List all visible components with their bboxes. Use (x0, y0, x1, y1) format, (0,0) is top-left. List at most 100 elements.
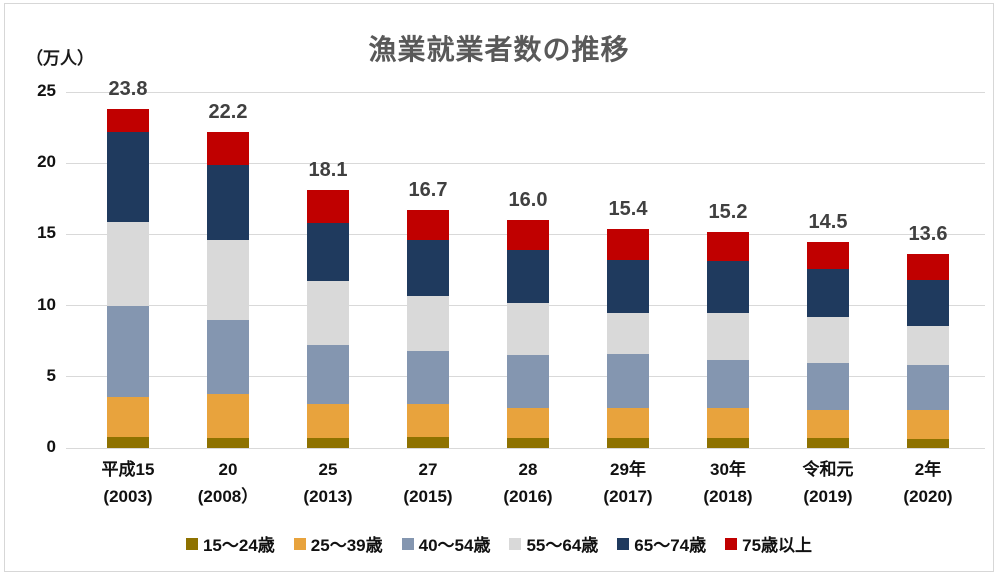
x-axis-label-year: (2018) (703, 487, 753, 506)
x-axis-tick: 平成15 (2003) (78, 456, 178, 510)
bar-segment-40〜54歳-29年 (607, 354, 649, 409)
y-axis-tick-label: 15 (37, 223, 56, 243)
x-axis-label-year: (2013) (303, 487, 353, 506)
bar-segment-40〜54歳-30年 (707, 359, 749, 409)
bar-total-label: 15.4 (608, 197, 648, 220)
bar-segment-55〜64歳-30年 (707, 312, 749, 360)
x-axis-tick: 25 (2013) (278, 456, 378, 510)
legend-swatch-icon (617, 537, 630, 550)
bar-segment-65〜74歳-20 (207, 164, 249, 241)
bar-total-label: 22.2 (208, 100, 248, 123)
bar-segment-40〜54歳-25 (307, 345, 349, 404)
x-axis-tick: 令和元 (2019) (778, 456, 878, 510)
bar-segment-15〜24歳-2年 (907, 439, 949, 448)
x-axis-tick: 2年 (2020) (878, 456, 978, 510)
bar-segment-15〜24歳-30年 (707, 438, 749, 448)
x-axis-label-year: (2003) (103, 487, 153, 506)
bar-segment-55〜64歳-28 (507, 302, 549, 356)
bar-segment-75歳以上-29年 (607, 228, 649, 261)
bar-segment-75歳以上-平成15 (107, 109, 149, 132)
bar-segment-65〜74歳-27 (407, 240, 449, 296)
gridline-y-0 (66, 447, 985, 449)
bar-segment-65〜74歳-29年 (607, 260, 649, 313)
x-axis-label-era: 2年 (914, 460, 942, 479)
chart-title: 漁業就業者数の推移 (368, 34, 630, 65)
bar-segment-75歳以上-2年 (907, 254, 949, 280)
legend-label: 40〜54歳 (418, 536, 491, 555)
legend-label: 75歳以上 (742, 536, 813, 555)
bar-segment-15〜24歳-25 (307, 438, 349, 448)
bar-total-label: 23.8 (108, 78, 148, 101)
y-axis-tick-label: 10 (37, 294, 56, 314)
bar-segment-65〜74歳-25 (307, 223, 349, 282)
bar-segment-25〜39歳-30年 (707, 408, 749, 439)
x-axis-label-era: 28 (518, 460, 538, 479)
bar-segment-40〜54歳-令和元 (807, 362, 849, 410)
legend-swatch-icon (509, 537, 522, 550)
bar-segment-55〜64歳-2年 (907, 325, 949, 366)
bar-segment-15〜24歳-平成15 (107, 436, 149, 448)
bar-segment-55〜64歳-25 (307, 281, 349, 346)
bar-segment-25〜39歳-27 (407, 403, 449, 437)
x-axis-label-era: 平成15 (101, 460, 155, 479)
bar-segment-75歳以上-27 (407, 210, 449, 241)
bar-segment-25〜39歳-平成15 (107, 396, 149, 437)
bar-segment-15〜24歳-令和元 (807, 438, 849, 448)
bar-segment-40〜54歳-平成15 (107, 305, 149, 397)
legend-label: 65〜74歳 (634, 536, 707, 555)
x-axis-label-era: 27 (418, 460, 438, 479)
legend-label: 55〜64歳 (526, 536, 599, 555)
x-axis-label-year: (2017) (603, 487, 653, 506)
gridline-y-25 (66, 91, 985, 93)
legend-item-55〜64歳: 55〜64歳 (509, 531, 598, 556)
bar-segment-40〜54歳-28 (507, 355, 549, 409)
y-axis-tick-label: 20 (37, 152, 56, 172)
bar-segment-15〜24歳-28 (507, 438, 549, 448)
x-axis-tick: 28 (2016) (478, 456, 578, 510)
x-axis-label-era: 25 (318, 460, 338, 479)
x-axis-tick: 20 (2008） (178, 456, 278, 510)
x-axis-label-year: (2015) (403, 487, 453, 506)
x-axis-tick: 30年 (2018) (678, 456, 778, 510)
bar-segment-75歳以上-28 (507, 220, 549, 251)
legend: 15〜24歳 25〜39歳 40〜54歳 55〜64歳 65〜74歳 75歳以上 (0, 531, 998, 556)
y-axis-unit-label: （万人） (26, 49, 94, 68)
y-axis-tick-label: 25 (37, 81, 56, 100)
legend-swatch-icon (293, 537, 306, 550)
bar-segment-40〜54歳-2年 (907, 365, 949, 410)
x-axis-tick: 29年 (2017) (578, 456, 678, 510)
gridline-y-20 (66, 162, 985, 164)
bar-segment-40〜54歳-27 (407, 351, 449, 404)
x-axis-label-year: (2008） (197, 487, 259, 506)
y-axis-tick-label: 0 (46, 437, 56, 456)
x-axis-tick: 27 (2015) (378, 456, 478, 510)
bar-total-label: 16.7 (408, 179, 448, 202)
x-axis-label-year: (2016) (503, 487, 553, 506)
bar-segment-55〜64歳-令和元 (807, 316, 849, 363)
legend-item-15〜24歳: 15〜24歳 (185, 531, 275, 556)
x-axis-label-era: 令和元 (802, 460, 854, 479)
legend-swatch-icon (185, 537, 198, 550)
bar-segment-25〜39歳-25 (307, 403, 349, 439)
bar-segment-65〜74歳-30年 (707, 261, 749, 313)
bar-segment-25〜39歳-令和元 (807, 409, 849, 439)
bar-segment-65〜74歳-令和元 (807, 268, 849, 317)
bar-segment-55〜64歳-20 (207, 240, 249, 320)
bar-segment-25〜39歳-29年 (607, 408, 649, 439)
x-axis-label-year: (2019) (803, 487, 853, 506)
bar-segment-15〜24歳-27 (407, 436, 449, 448)
bar-total-label: 15.2 (708, 200, 748, 223)
bar-segment-75歳以上-令和元 (807, 241, 849, 269)
legend-label: 25〜39歳 (310, 536, 383, 555)
legend-swatch-icon (401, 537, 414, 550)
legend-swatch-icon (725, 537, 738, 550)
bar-total-label: 16.0 (508, 189, 548, 212)
bar-segment-25〜39歳-28 (507, 408, 549, 439)
x-axis-label-era: 20 (218, 460, 238, 479)
bar-segment-15〜24歳-29年 (607, 438, 649, 448)
bar-segment-65〜74歳-2年 (907, 279, 949, 326)
bar-segment-65〜74歳-28 (507, 250, 549, 303)
legend-label: 15〜24歳 (202, 536, 275, 555)
